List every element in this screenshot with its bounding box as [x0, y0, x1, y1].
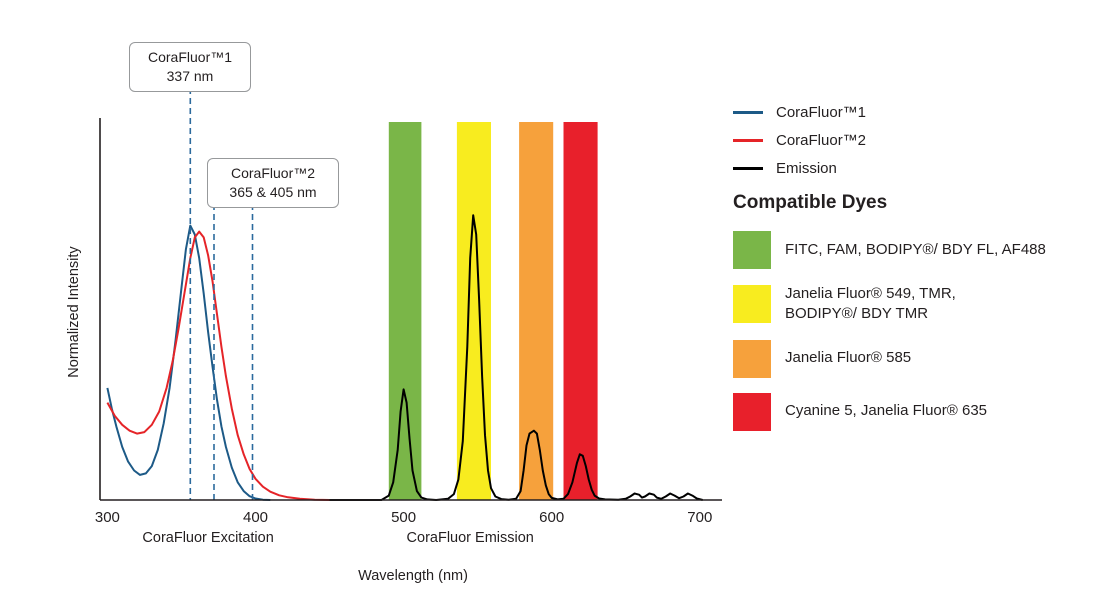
- compatible-dyes-heading: Compatible Dyes: [733, 192, 888, 213]
- red-emission-band: [563, 122, 598, 500]
- callout-corafluor1-subtitle: 337 nm: [166, 67, 214, 84]
- green-emission-band: [388, 122, 422, 500]
- legend-label: CoraFluor™1: [776, 103, 867, 121]
- callout-corafluor2-title: CoraFluor™2: [230, 165, 316, 181]
- legend-item-corafluor2: CoraFluor™2: [733, 131, 1105, 149]
- orange-emission-band: [519, 122, 554, 500]
- corafluor-2-curve: [106, 230, 330, 501]
- orange-dye-swatch: [733, 339, 771, 378]
- callout-corafluor1: CoraFluor™1 337 nm: [129, 42, 251, 92]
- dye-label: FITC, FAM, BODIPY®/ BDY FL, AF488: [785, 240, 1046, 258]
- dye-item-green: FITC, FAM, BODIPY®/ BDY FL, AF488: [733, 231, 1105, 269]
- chart-legend: CoraFluor™1 CoraFluor™2 Emission: [733, 103, 1105, 177]
- spectra-plot: Normalized Intensity Wavelength (nm) 300…: [66, 88, 722, 584]
- callout-corafluor1-title: CoraFluor™1: [147, 49, 233, 65]
- x-tick-label: 300: [95, 509, 120, 526]
- emission-curve: [329, 214, 703, 501]
- legend-label: CoraFluor™2: [776, 131, 867, 149]
- x-tick-label: 400: [243, 509, 268, 526]
- dye-item-orange: Janelia Fluor® 585: [733, 339, 1105, 378]
- emission-line-swatch: [733, 166, 763, 170]
- callout-corafluor2: CoraFluor™2 365 & 405 nm: [207, 158, 339, 208]
- legend-label: Emission: [776, 159, 837, 177]
- axis-section-label: CoraFluor Emission: [407, 530, 534, 546]
- dye-item-yellow: Janelia Fluor® 549, TMR, BODIPY®/ BDY TM…: [733, 284, 1105, 325]
- side-panel: CoraFluor™1 CoraFluor™2 Emission Compati…: [733, 103, 1105, 446]
- x-tick-label: 500: [391, 509, 416, 526]
- x-axis-title: Wavelength (nm): [358, 568, 468, 584]
- corafluor2-line-swatch: [733, 138, 763, 142]
- dye-label: Cyanine 5, Janelia Fluor® 635: [785, 402, 988, 420]
- dye-label: Janelia Fluor® 585: [785, 349, 912, 367]
- red-dye-swatch: [733, 392, 771, 431]
- callout-corafluor2-subtitle: 365 & 405 nm: [229, 183, 317, 200]
- yellow-dye-swatch: [733, 285, 771, 324]
- legend-item-corafluor1: CoraFluor™1: [733, 103, 1105, 121]
- green-dye-swatch: [733, 231, 771, 269]
- x-tick-label: 700: [687, 509, 712, 526]
- compatible-dyes-list: FITC, FAM, BODIPY®/ BDY FL, AF488 Janeli…: [733, 231, 1105, 431]
- legend-item-emission: Emission: [733, 159, 1105, 177]
- x-tick-label: 600: [539, 509, 564, 526]
- y-axis-label: Normalized Intensity: [66, 246, 82, 378]
- dye-label: Janelia Fluor® 549, TMR, BODIPY®/ BDY TM…: [785, 285, 956, 323]
- dye-item-red: Cyanine 5, Janelia Fluor® 635: [733, 392, 1105, 431]
- corafluor1-line-swatch: [733, 110, 763, 114]
- axis-section-label: CoraFluor Excitation: [142, 530, 273, 546]
- corafluor-1-curve: [106, 224, 271, 501]
